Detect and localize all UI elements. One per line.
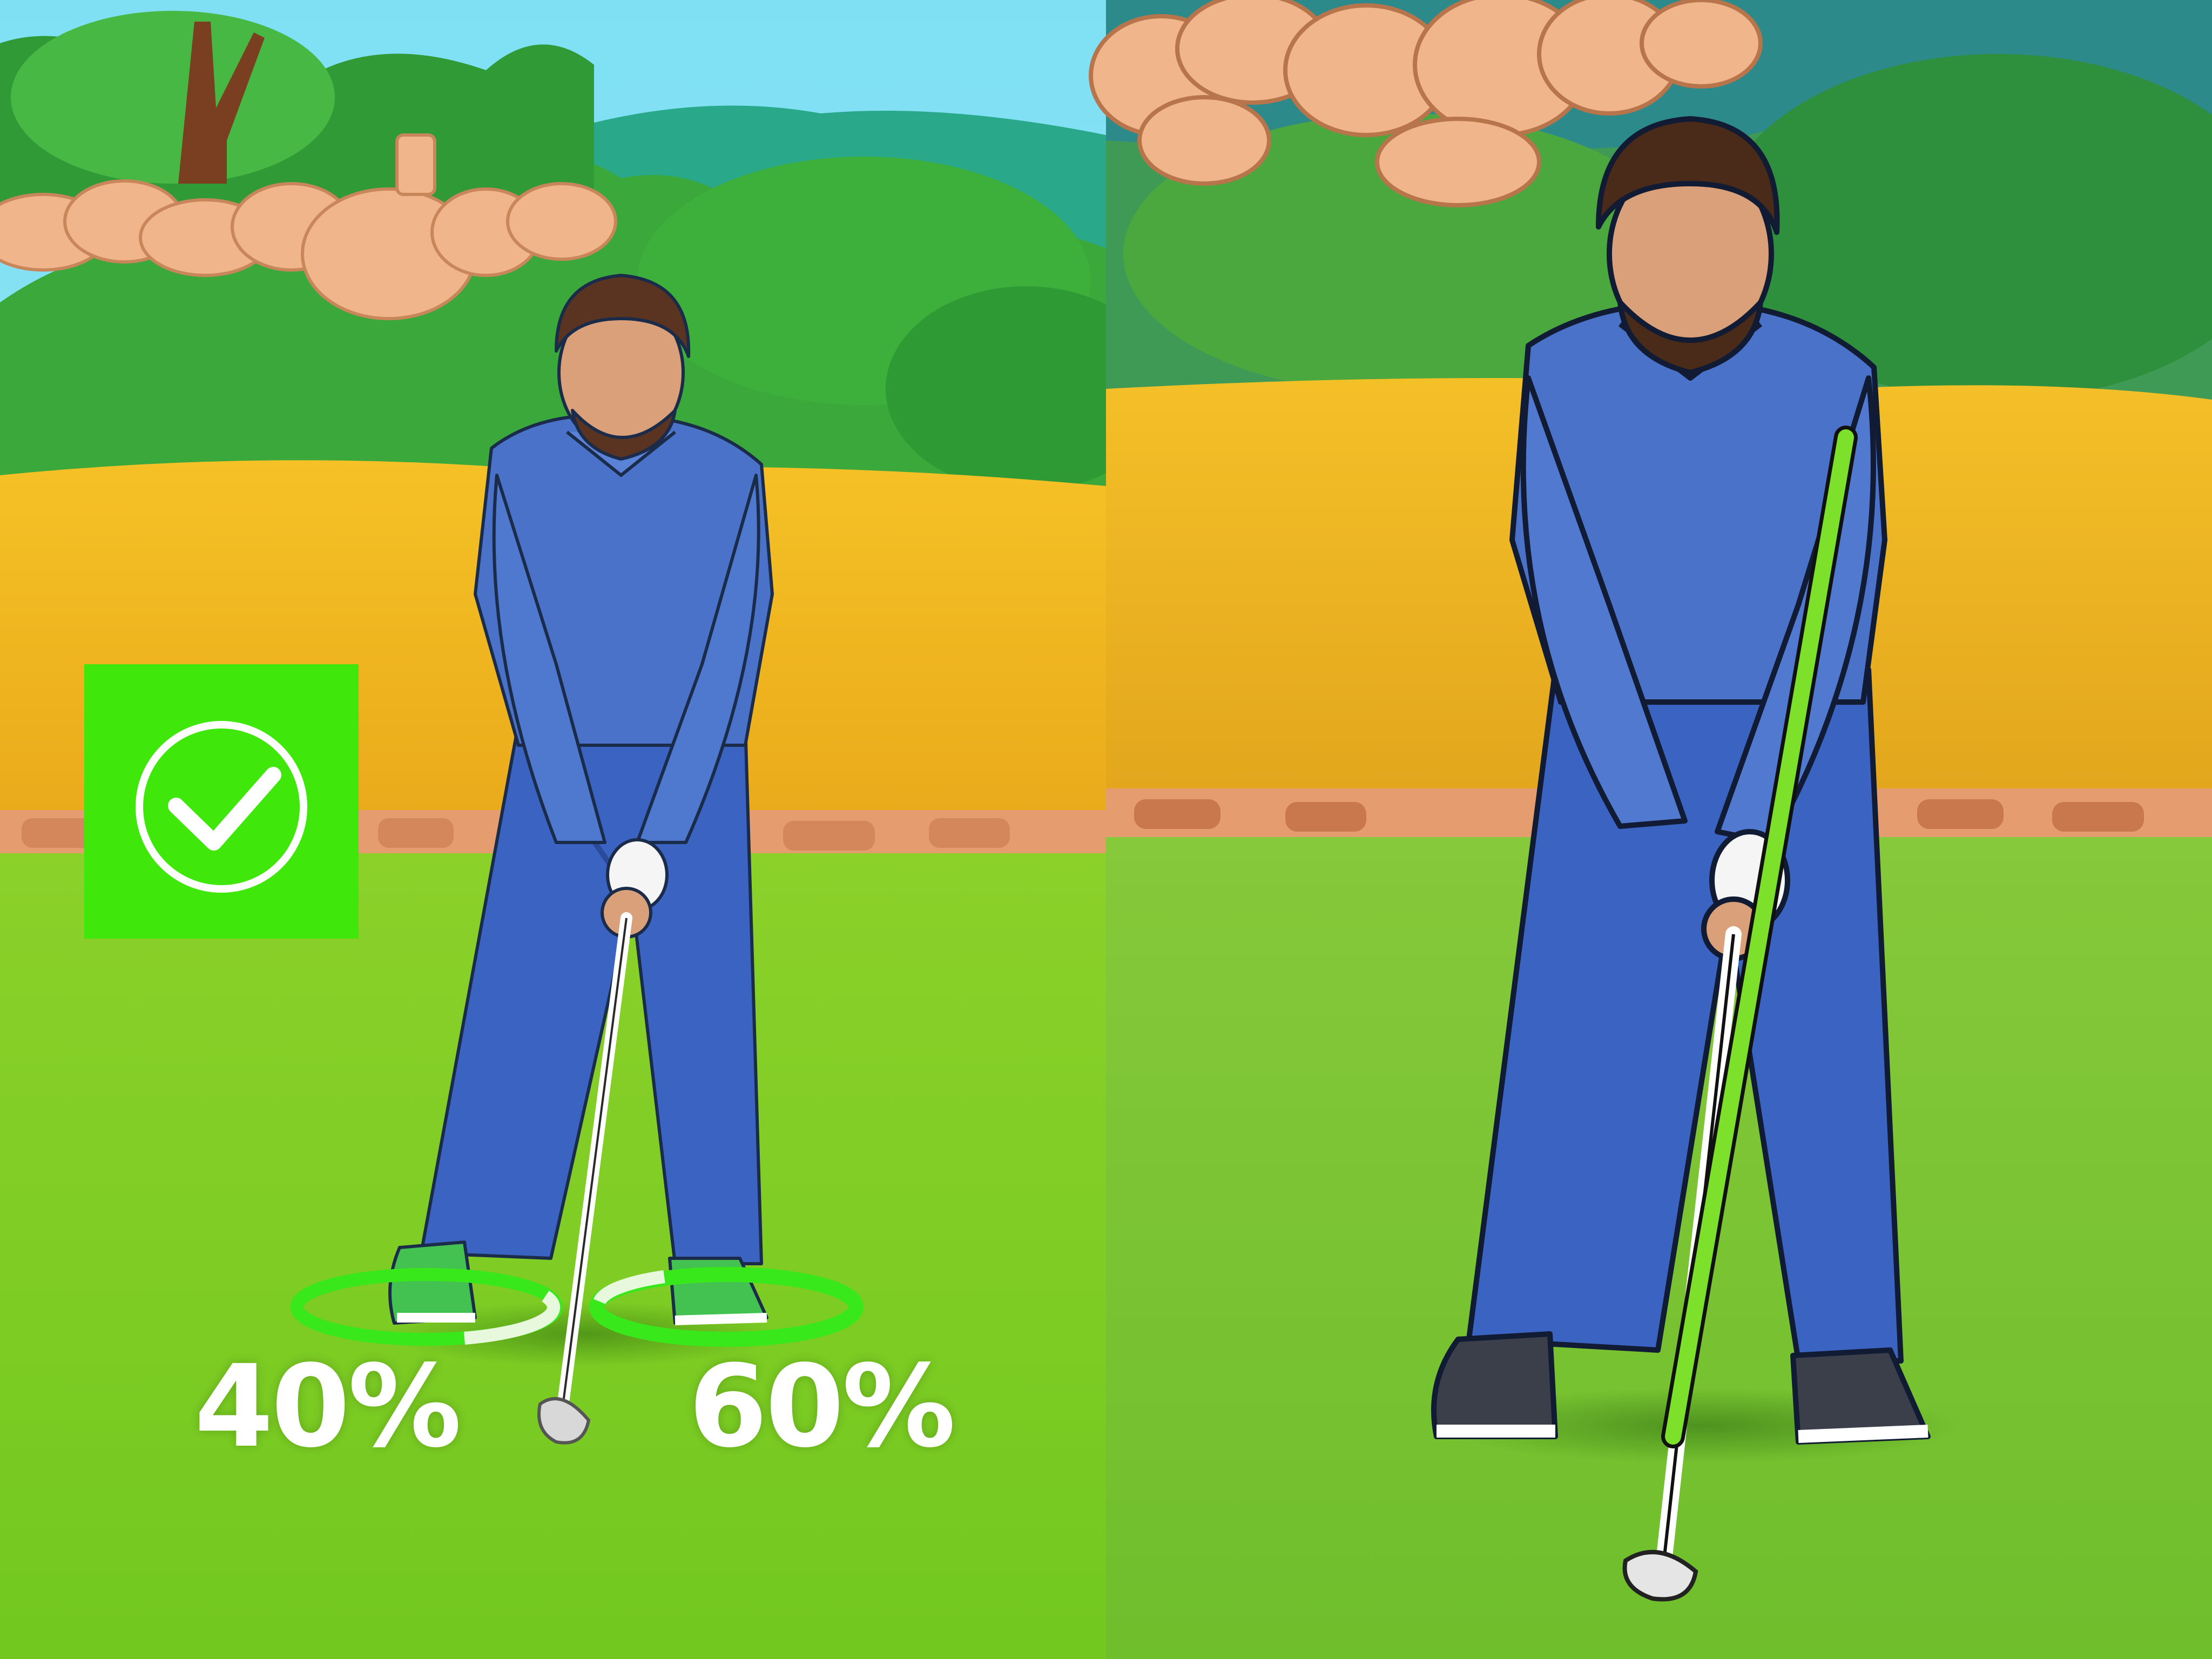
checkmark-circle-icon [84,664,359,939]
right-foot-weight-label: 60% [689,1340,956,1473]
golfer-right [1431,116,1960,1464]
golf-club-left [537,912,632,1445]
left-foot-weight-label: 40% [194,1340,462,1473]
right-foot-ring [589,1267,864,1347]
weight-rings [291,1267,864,1347]
checkmark-badge [84,664,359,939]
alignment-stick [1661,426,1858,1448]
left-panel-background [0,0,1166,1659]
